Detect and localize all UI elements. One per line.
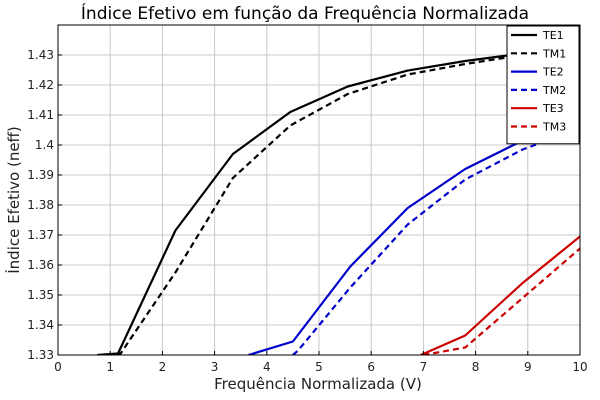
y-tick-label: 1.34 — [27, 318, 54, 332]
series-line-te2 — [248, 119, 580, 355]
legend-box — [506, 25, 580, 145]
y-tick-label: 1.37 — [27, 228, 54, 242]
y-axis-label: Índice Efetivo (neff) — [4, 126, 23, 274]
x-tick-label: 1 — [106, 360, 114, 374]
y-tick-label: 1.33 — [27, 348, 54, 362]
y-tick-label: 1.36 — [27, 258, 54, 272]
legend-entry: TM2 — [542, 84, 566, 97]
x-tick-label: 6 — [367, 360, 375, 374]
x-tick-label: 5 — [315, 360, 323, 374]
series-line-tm2 — [292, 127, 580, 355]
y-tick-label: 1.42 — [27, 78, 54, 92]
x-tick-label: 8 — [472, 360, 480, 374]
series-line-tm3 — [423, 247, 580, 355]
series-line-tm1 — [107, 50, 580, 355]
x-axis-label: Frequência Normalizada (V) — [214, 375, 422, 393]
grid — [57, 25, 581, 356]
legend-entry: TE2 — [542, 66, 564, 79]
legend-entry: TM1 — [542, 47, 566, 60]
y-tick-label: 1.41 — [27, 108, 54, 122]
chart-title: Índice Efetivo em função da Frequência N… — [81, 2, 529, 24]
legend-entry: TE3 — [542, 102, 564, 115]
x-tick-label: 4 — [263, 360, 271, 374]
x-tick-label: 9 — [524, 360, 532, 374]
legend-entry: TM3 — [542, 121, 566, 134]
series-line-te1 — [97, 50, 580, 355]
series-line-te3 — [420, 235, 580, 355]
x-tick-label: 10 — [572, 360, 587, 374]
y-tick-label: 1.43 — [27, 48, 54, 62]
y-tick-label: 1.35 — [27, 288, 54, 302]
x-tick-label: 7 — [420, 360, 428, 374]
x-tick-label: 2 — [159, 360, 167, 374]
legend: TE1 TM1 TE2 TM2 TE3 TM3 — [506, 25, 580, 145]
axis-ticks: 0 1 2 3 4 5 6 7 8 9 10 1.33 1.34 1.35 1.36 1.37 1.38 1.39… — [27, 48, 587, 374]
x-tick-label: 0 — [54, 360, 62, 374]
y-tick-label: 1.39 — [27, 168, 54, 182]
y-tick-label: 1.4 — [35, 138, 54, 152]
legend-entry: TE1 — [542, 29, 564, 42]
x-tick-label: 3 — [211, 360, 219, 374]
y-tick-label: 1.38 — [27, 198, 54, 212]
